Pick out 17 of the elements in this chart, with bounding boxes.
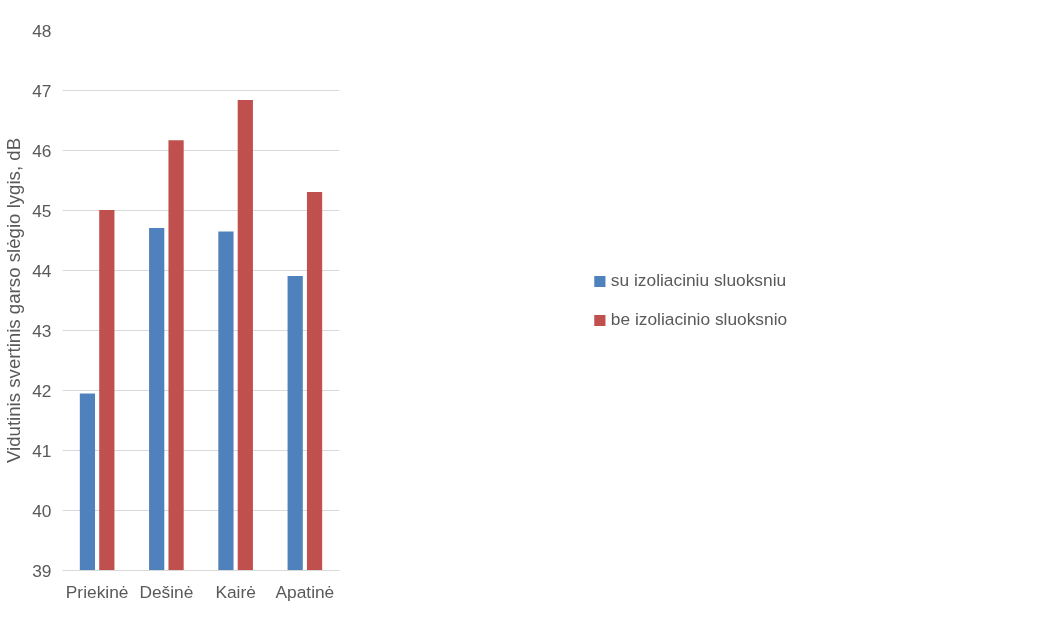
x-tick-label: Priekinė xyxy=(65,581,129,602)
y-tick-label: 42 xyxy=(32,380,52,401)
y-tick-label: 41 xyxy=(32,440,52,461)
y-tick-label: 45 xyxy=(32,200,52,221)
y-tick-label: 46 xyxy=(32,140,52,161)
x-tick-label: Kairė xyxy=(215,581,256,602)
x-tick-label: Apatinė xyxy=(275,581,335,602)
y-tick-label: 48 xyxy=(32,20,52,41)
y-tick-label: 39 xyxy=(32,560,52,581)
legend-label: su izoliaciniu sluoksniu xyxy=(610,270,787,291)
y-tick-label: 43 xyxy=(32,320,52,341)
x-tick-label: Dešinė xyxy=(139,581,194,602)
y-tick-label: 44 xyxy=(32,260,52,281)
y-tick-label: 47 xyxy=(32,80,52,101)
y-axis-title: Vidutinis svertinis garso slėgio lygis, dB xyxy=(3,137,25,464)
legend-label: be izoliacinio sluoksnio xyxy=(610,309,788,330)
y-tick-label: 40 xyxy=(32,500,52,521)
